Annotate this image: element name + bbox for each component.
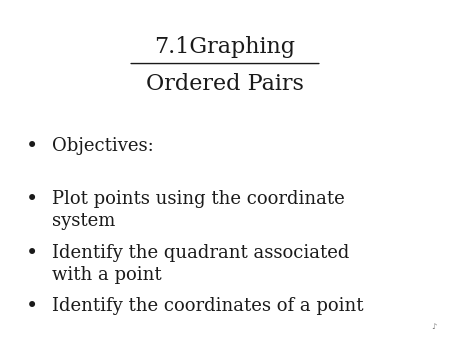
Text: •: • bbox=[25, 137, 38, 156]
Text: •: • bbox=[25, 244, 38, 263]
Text: Objectives:: Objectives: bbox=[52, 137, 153, 155]
Text: ♪: ♪ bbox=[431, 322, 436, 331]
Text: Ordered Pairs: Ordered Pairs bbox=[146, 73, 304, 96]
Text: 7.1Graphing: 7.1Graphing bbox=[154, 36, 296, 58]
Text: Identify the coordinates of a point: Identify the coordinates of a point bbox=[52, 297, 363, 315]
Text: Identify the quadrant associated
with a point: Identify the quadrant associated with a … bbox=[52, 244, 349, 284]
Text: Plot points using the coordinate
system: Plot points using the coordinate system bbox=[52, 190, 345, 231]
Text: •: • bbox=[25, 190, 38, 209]
Text: •: • bbox=[25, 297, 38, 316]
